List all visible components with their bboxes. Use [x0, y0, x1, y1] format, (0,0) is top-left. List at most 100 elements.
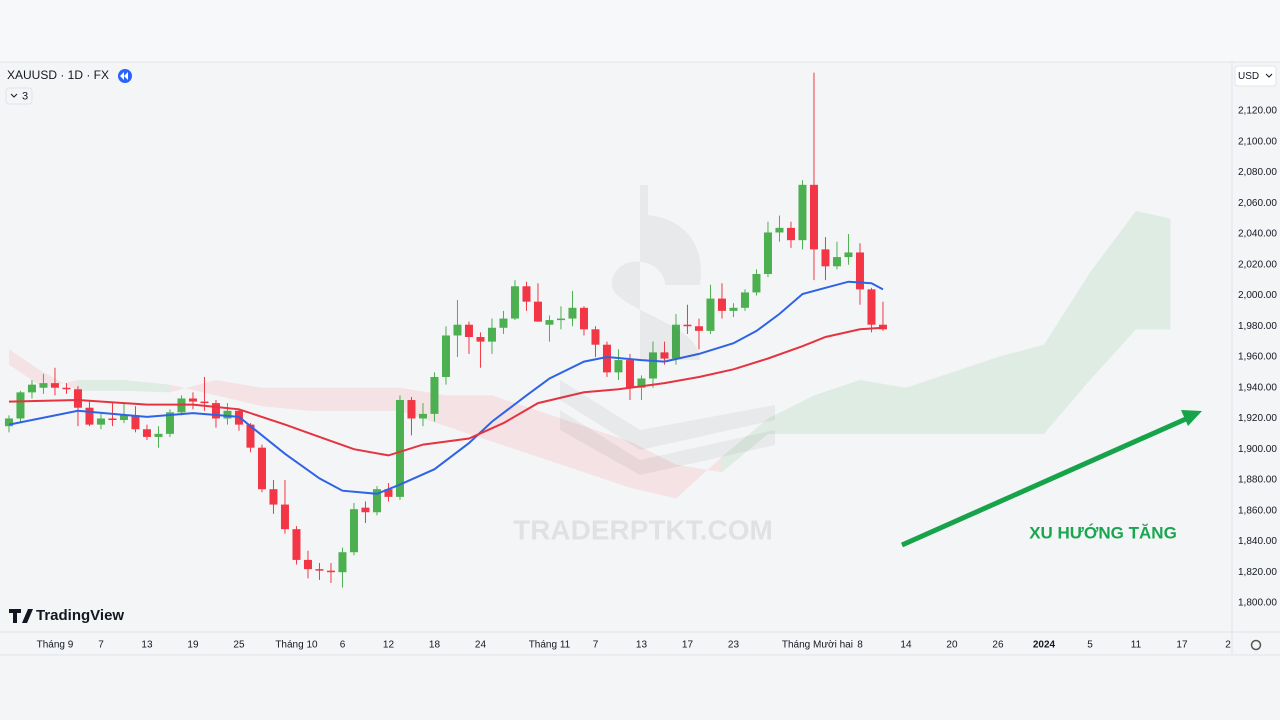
candle-body — [568, 307, 577, 319]
candle-body — [855, 252, 864, 290]
cloud-segment — [261, 387, 308, 411]
candle-body — [395, 400, 404, 497]
candle-body — [200, 401, 209, 404]
candle-body — [637, 378, 646, 388]
indicators-toggle[interactable] — [5, 87, 33, 105]
x-tick-label: 8 — [857, 640, 863, 651]
candle-body — [441, 335, 450, 377]
candle-body — [430, 376, 439, 414]
candle-body — [142, 429, 151, 437]
candle-body — [326, 570, 335, 573]
y-tick-label: 1,840.00 — [1238, 536, 1277, 547]
candle-body — [85, 407, 94, 425]
candle-body — [556, 318, 565, 321]
x-tick-label: 26 — [992, 640, 1004, 651]
candle-body — [4, 418, 13, 427]
cloud-segment — [905, 372, 952, 434]
candle-body — [338, 552, 347, 573]
candle-body — [832, 257, 841, 267]
candle-body — [522, 286, 531, 302]
symbol: XAUUSD · 1D · FX — [7, 68, 109, 82]
cloud-segment — [675, 456, 722, 499]
candle-body — [487, 327, 496, 342]
cloud-segment — [583, 426, 630, 488]
candle-body — [188, 398, 197, 402]
arrow-head — [1181, 410, 1202, 426]
candle-body — [384, 489, 393, 497]
candle-body — [798, 184, 807, 241]
cloud-segment — [629, 441, 676, 499]
candle-body — [223, 410, 232, 419]
candle-body — [660, 352, 669, 359]
cloud-segment — [8, 349, 44, 388]
candle-body — [211, 403, 220, 419]
candle-body — [39, 383, 48, 388]
candle-body — [154, 433, 163, 437]
settings-button[interactable] — [1250, 639, 1262, 651]
candle-body — [476, 337, 485, 342]
y-tick-label: 2,060.00 — [1238, 198, 1277, 209]
cloud-segment — [123, 380, 170, 393]
candle-body — [579, 307, 588, 330]
y-tick-label: 1,940.00 — [1238, 382, 1277, 393]
candle-body — [418, 413, 427, 419]
x-tick-label: 13 — [141, 640, 153, 651]
candle-body — [453, 324, 462, 336]
y-tick-label: 2,080.00 — [1238, 167, 1277, 178]
candle-body — [717, 298, 726, 311]
moving-average — [8, 280, 884, 495]
candle-body — [740, 292, 749, 308]
candle-body — [729, 307, 738, 311]
candle-body — [591, 329, 600, 345]
candle-body — [510, 286, 519, 319]
y-tick-label: 1,980.00 — [1238, 321, 1277, 332]
candle-body — [809, 184, 818, 250]
candle-body — [464, 324, 473, 338]
candle-body — [499, 318, 508, 328]
candle-body — [16, 392, 25, 419]
candle-body — [602, 344, 611, 373]
indicators-count: 3 — [22, 90, 28, 102]
candle-body — [269, 489, 278, 505]
x-tick-label: Tháng Mười hai — [782, 640, 853, 651]
cloud-segment — [215, 380, 262, 407]
x-tick-label: 2024 — [1033, 640, 1056, 651]
x-tick-label: 23 — [728, 640, 740, 651]
candle-body — [752, 273, 761, 293]
watermark: TRADERPTKT.COM — [513, 514, 773, 545]
candle-body — [27, 384, 36, 393]
x-tick-label: 18 — [429, 640, 441, 651]
y-tick-label: 2,020.00 — [1238, 259, 1277, 270]
candle-body — [131, 415, 140, 430]
candle-body — [694, 326, 703, 331]
x-tick-label: 13 — [636, 640, 648, 651]
cloud-segment — [1135, 210, 1171, 330]
currency-button[interactable] — [1234, 65, 1277, 87]
candle-body — [648, 352, 657, 379]
y-tick-label: 1,960.00 — [1238, 352, 1277, 363]
candle-body — [625, 360, 634, 388]
candle-body — [119, 415, 128, 421]
x-tick-label: 6 — [340, 640, 346, 651]
candle-body — [280, 504, 289, 530]
plot — [4, 72, 1171, 588]
cloud-segment — [813, 380, 860, 434]
candle-body — [62, 387, 71, 390]
candle-body — [786, 227, 795, 241]
candle-body — [614, 360, 623, 373]
cloud-segment — [721, 418, 768, 473]
candle-body — [303, 559, 312, 570]
x-tick-label: 20 — [946, 640, 958, 651]
moving-average — [8, 326, 884, 457]
cloud-segment — [767, 395, 814, 434]
cloud-segment — [859, 380, 906, 434]
chevron — [10, 93, 18, 98]
candle-body — [246, 424, 255, 448]
candle-body — [844, 252, 853, 258]
cloud-segment — [307, 387, 354, 411]
cloud-segment — [1089, 210, 1136, 381]
currency: USD — [1238, 71, 1259, 82]
cloud-segment — [951, 356, 998, 434]
x-tick-label: Tháng 10 — [275, 640, 318, 651]
